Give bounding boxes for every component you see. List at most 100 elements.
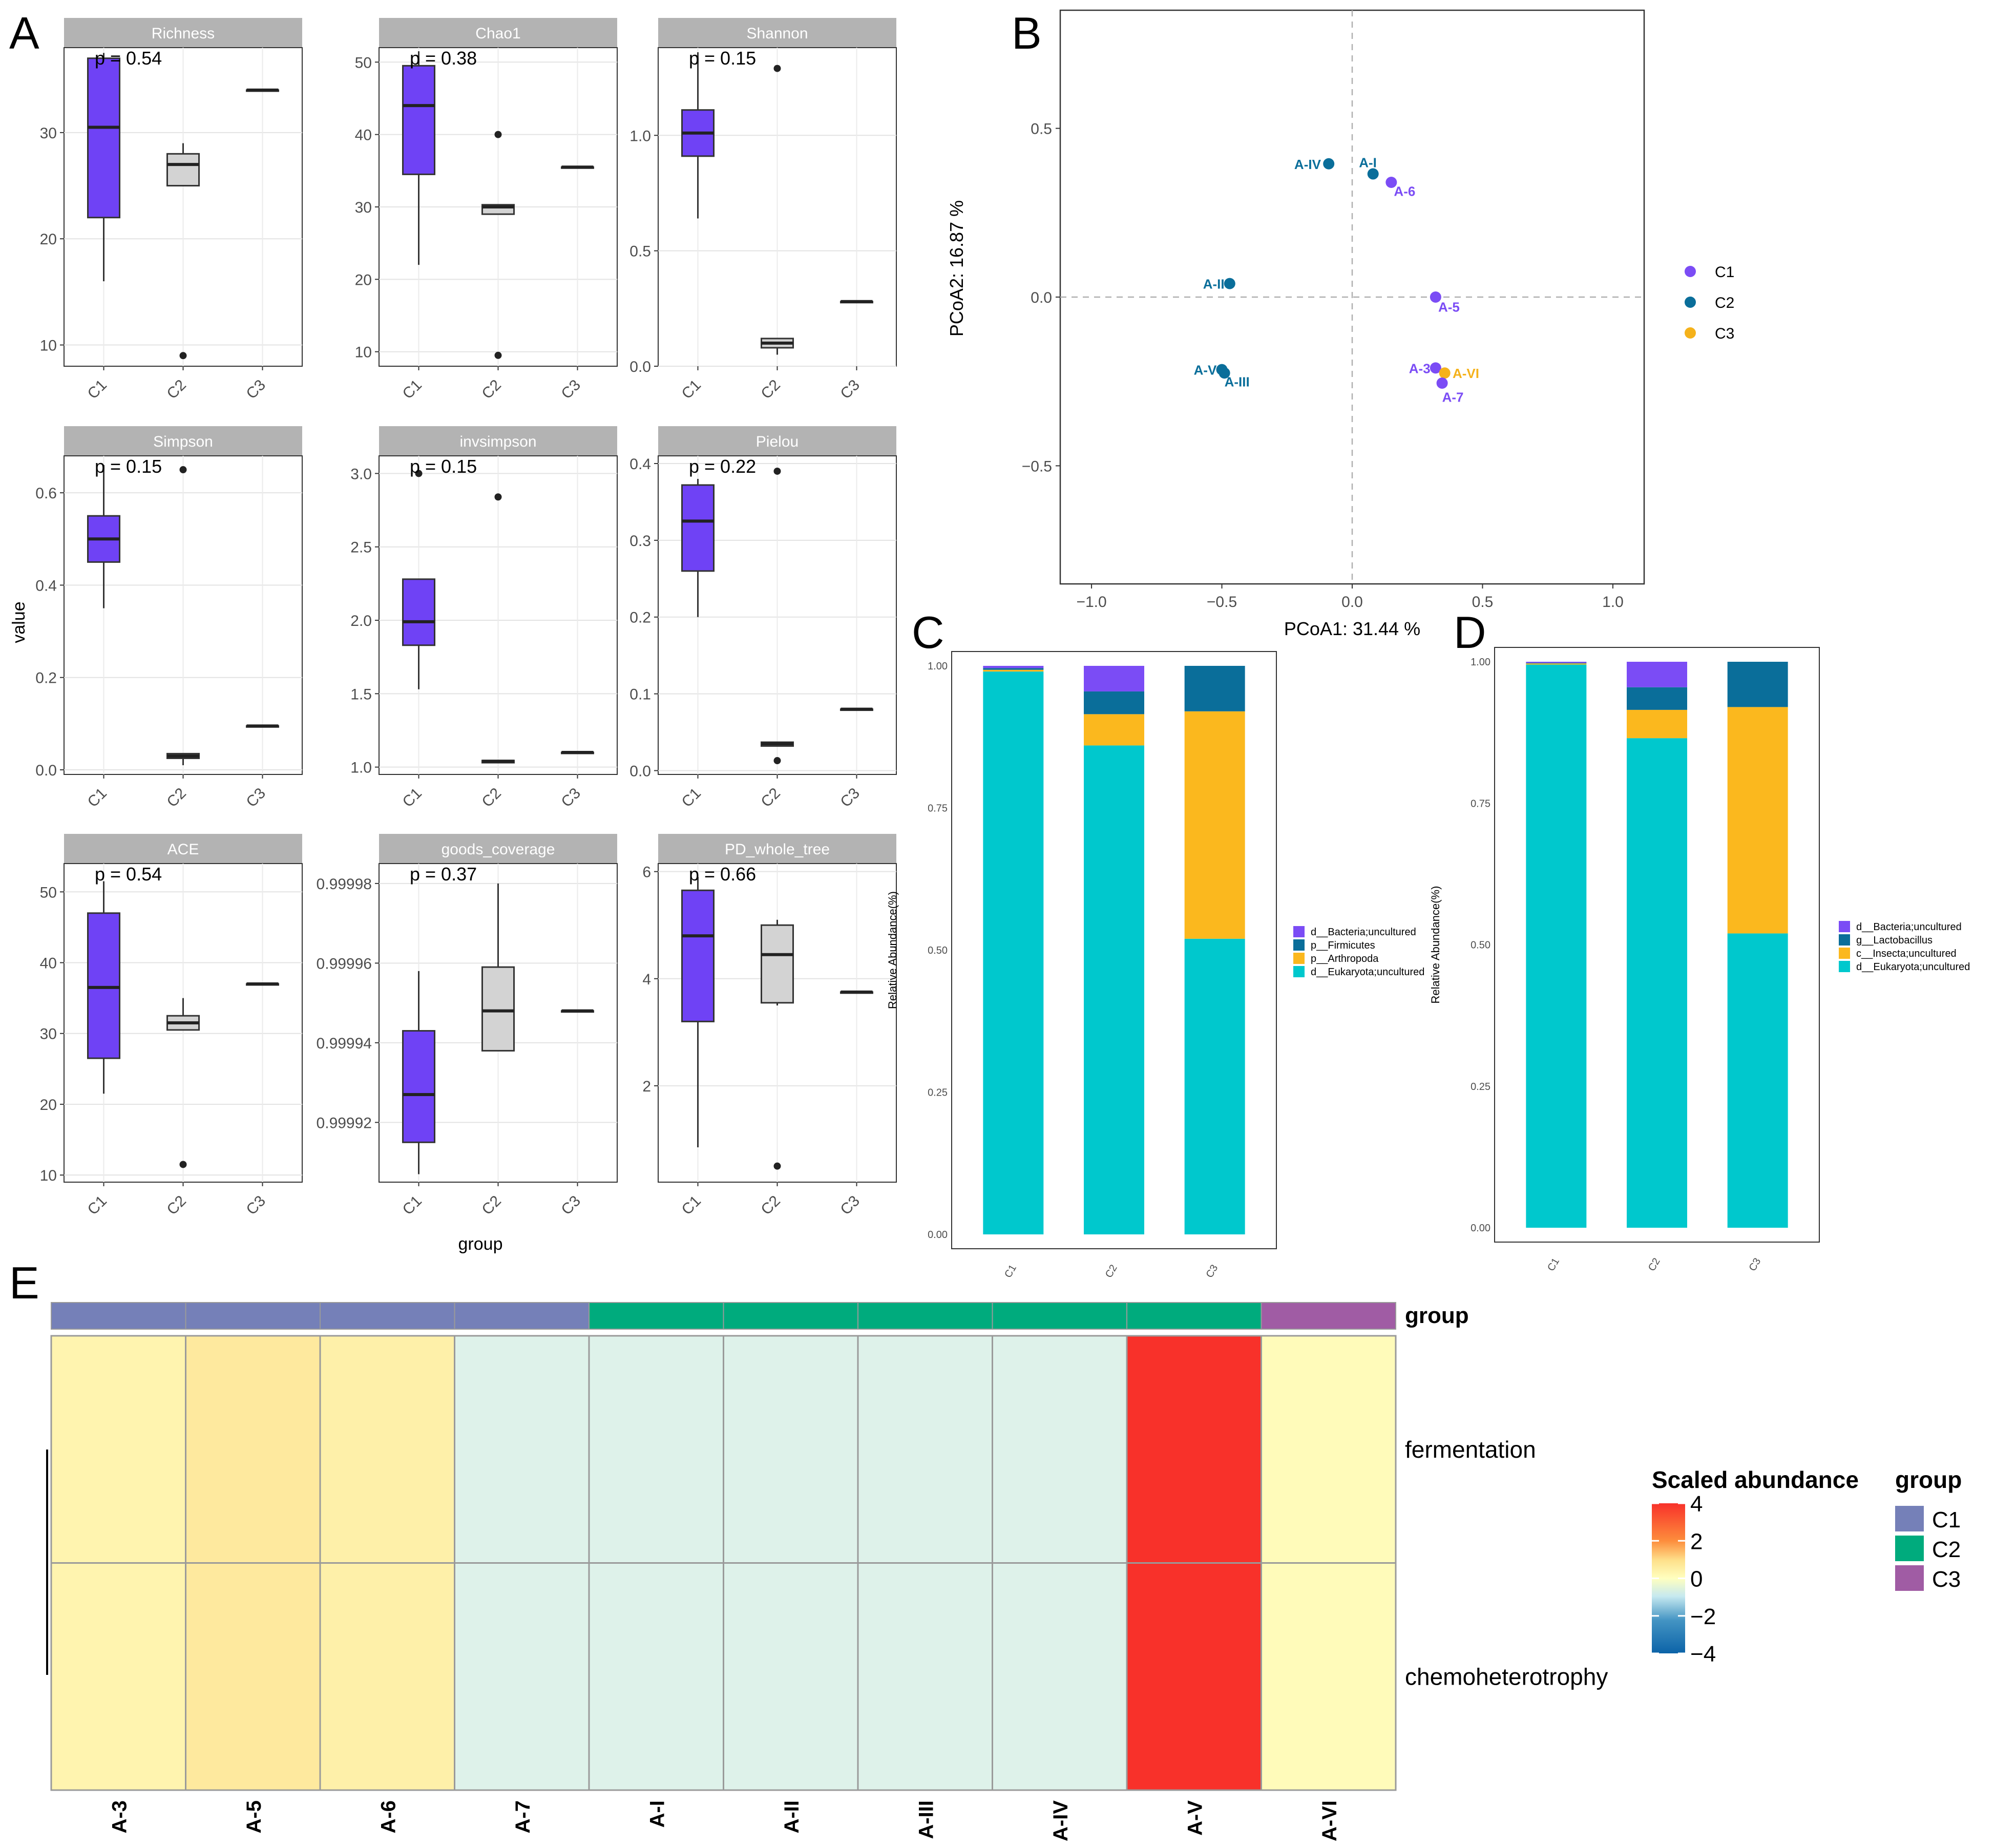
y-tick-label: 10 bbox=[40, 1167, 57, 1184]
x-tick-label: −1.0 bbox=[1076, 594, 1106, 611]
heatmap-cell bbox=[319, 1335, 455, 1564]
outlier-point bbox=[494, 493, 502, 501]
point-label: A-V bbox=[1194, 363, 1217, 378]
legend-label: d__Bacteria;uncultured bbox=[1856, 921, 1962, 933]
x-tick-label: C1 bbox=[400, 785, 425, 810]
x-tick-label: C3 bbox=[1747, 1256, 1763, 1273]
y-tick-label: 0.25 bbox=[928, 1087, 948, 1099]
bar-segment-c2-3 bbox=[1627, 662, 1687, 687]
column-label: A-II bbox=[781, 1800, 803, 1833]
legend-key-c1 bbox=[1685, 266, 1696, 277]
y-tick-label: 1.0 bbox=[350, 760, 372, 776]
bar-segment-c3-0 bbox=[1184, 938, 1245, 1234]
point-label: A-I bbox=[1359, 155, 1377, 170]
box-c1 bbox=[681, 484, 715, 572]
panel-letter-a: A bbox=[9, 8, 39, 58]
heatmap-cell bbox=[588, 1562, 724, 1791]
colorbar-tick-label: −2 bbox=[1690, 1604, 1716, 1629]
outlier-point bbox=[773, 757, 781, 765]
group-legend-label: C1 bbox=[1932, 1507, 1961, 1532]
y-tick-label: 3.0 bbox=[350, 466, 372, 482]
legend-key bbox=[1839, 948, 1850, 959]
bar-segment-c3-0 bbox=[1727, 933, 1788, 1228]
group-annotation-label: group bbox=[1405, 1303, 1469, 1328]
box-c1 bbox=[87, 912, 121, 1059]
bar-segment-c3-1 bbox=[1184, 711, 1245, 939]
x-tick-label: C3 bbox=[558, 376, 584, 402]
y-tick-label: 0.99994 bbox=[317, 1035, 372, 1052]
colorbar-tick-label: −4 bbox=[1690, 1642, 1716, 1667]
y-tick-label: 0.75 bbox=[928, 803, 948, 814]
point-a-5 bbox=[1430, 291, 1441, 303]
y-tick-label: 10 bbox=[355, 344, 372, 361]
point-label: A-VI bbox=[1453, 366, 1479, 381]
y-axis-title: Relative Abundance(%) bbox=[1429, 886, 1442, 1004]
x-tick-label: 1.0 bbox=[1602, 594, 1624, 611]
y-tick-label: 0.5 bbox=[1031, 121, 1052, 138]
y-tick-label: 0.2 bbox=[35, 670, 57, 687]
group-legend-key-c2 bbox=[1895, 1536, 1924, 1561]
point-label: A-III bbox=[1225, 374, 1250, 390]
y-tick-label: 0.0 bbox=[629, 763, 651, 780]
y-tick-label: 0.0 bbox=[629, 359, 651, 375]
group-annotation-cell bbox=[1261, 1302, 1396, 1330]
boxplot-simpson: Simpson 0.0 0.2 0.4 0.6 C1 C2 C3 p = 0.15 bbox=[35, 426, 303, 811]
heatmap-cell bbox=[723, 1335, 859, 1564]
x-tick-label: C1 bbox=[85, 785, 110, 810]
column-label: A-3 bbox=[108, 1800, 131, 1833]
point-label: A-IV bbox=[1294, 157, 1321, 172]
y-tick-label: 0.00 bbox=[1471, 1223, 1490, 1234]
y-tick-label: 0.4 bbox=[629, 456, 651, 473]
column-label: A-V bbox=[1184, 1800, 1206, 1836]
heatmap-cell bbox=[319, 1562, 455, 1791]
box-c2 bbox=[166, 153, 200, 187]
column-label: A-7 bbox=[512, 1800, 534, 1833]
bar-segment-c2-2 bbox=[1627, 687, 1687, 710]
x-tick-label: C2 bbox=[164, 376, 190, 402]
group-annotation-cell bbox=[857, 1302, 993, 1330]
legend-label: C3 bbox=[1715, 325, 1734, 342]
y-tick-label: 2.5 bbox=[350, 539, 372, 556]
colorbar-tick-label: 4 bbox=[1690, 1492, 1703, 1517]
x-tick-label: C1 bbox=[85, 376, 110, 402]
outlier-point bbox=[415, 470, 423, 477]
y-tick-label: 0.2 bbox=[629, 610, 651, 626]
x-tick-label: C1 bbox=[400, 376, 425, 402]
boxplot-shannon: Shannon 0.0 0.5 1.0 C1 C2 C3 p = 0.15 bbox=[629, 18, 897, 403]
legend-label: C2 bbox=[1715, 295, 1734, 311]
bar-segment-c1-1 bbox=[983, 669, 1044, 672]
y-tick-label: 0.75 bbox=[1471, 798, 1490, 809]
bar-segment-c3-2 bbox=[1727, 662, 1788, 707]
outlier-point bbox=[179, 1161, 187, 1168]
legend-label: p__Firmicutes bbox=[1311, 940, 1375, 951]
point-label: A-5 bbox=[1438, 299, 1460, 314]
x-tick-label: C2 bbox=[758, 376, 784, 402]
facet-title: Pielou bbox=[756, 433, 799, 450]
x-tick-label: C1 bbox=[1002, 1263, 1019, 1279]
y-tick-label: 10 bbox=[40, 338, 57, 354]
legend-key bbox=[1293, 966, 1305, 977]
column-label: A-IV bbox=[1049, 1800, 1072, 1841]
outlier-point bbox=[773, 1162, 781, 1170]
y-tick-label: 0.50 bbox=[928, 945, 948, 956]
x-tick-label: C3 bbox=[243, 1192, 269, 1218]
group-annotation-cell bbox=[454, 1302, 590, 1330]
colorbar-tick-label: 2 bbox=[1690, 1529, 1703, 1554]
x-tick-label: −0.5 bbox=[1207, 594, 1237, 611]
y-axis-title: Relative Abundance(%) bbox=[886, 891, 899, 1009]
y-tick-label: 20 bbox=[40, 231, 57, 248]
panel-b-pcoa: −1.0 −0.5 0.0 0.5 1.0 −0.5 0.0 0.5 PCoA1: 31.44 … bbox=[946, 9, 1734, 639]
facet-strip bbox=[379, 834, 617, 864]
panel-a-y-label: value bbox=[9, 601, 29, 643]
colorbar-tick-label: 0 bbox=[1690, 1567, 1703, 1592]
x-tick-label: C2 bbox=[479, 1192, 505, 1218]
legend-label: c__Insecta;uncultured bbox=[1856, 948, 1957, 959]
y-tick-label: 0.99996 bbox=[317, 955, 372, 972]
y-tick-label: 6 bbox=[642, 864, 651, 881]
y-tick-label: 0.25 bbox=[1471, 1081, 1490, 1093]
legend-key bbox=[1293, 953, 1305, 964]
point-a-ii bbox=[1224, 278, 1235, 289]
heatmap-cell bbox=[1261, 1562, 1397, 1791]
heatmap-cell bbox=[857, 1562, 993, 1791]
